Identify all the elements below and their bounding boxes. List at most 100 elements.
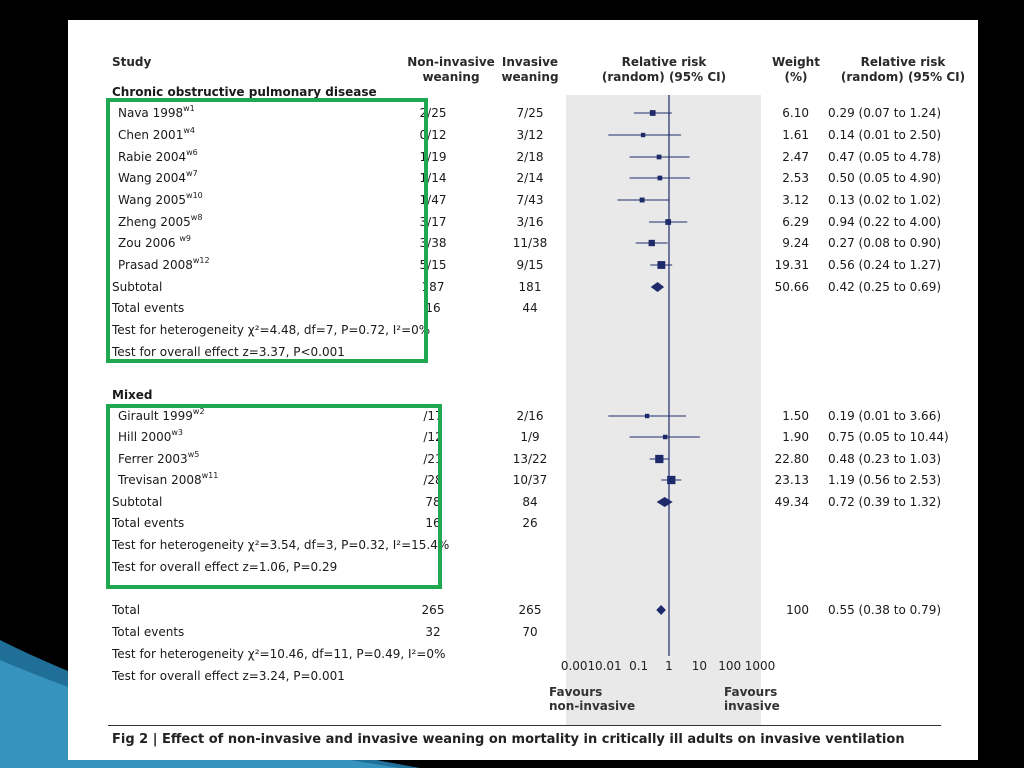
events-invasive: 44 [522, 301, 538, 315]
events-label: Total events [112, 301, 185, 315]
weight-value: 6.29 [782, 215, 809, 229]
study-name: Ferrer 2003w5 [118, 451, 199, 467]
invasive-count: 10/37 [512, 473, 548, 487]
weight-value: 3.12 [782, 193, 809, 207]
total-noninvasive: 265 [421, 603, 445, 617]
total-overall-effect-test: Test for overall effect z=3.24, P=0.001 [112, 669, 345, 683]
study-name-text: Trevisan 2008 [118, 473, 202, 487]
total-invasive: 265 [518, 603, 542, 617]
point-estimate [640, 132, 646, 138]
events-noninvasive: 16 [425, 516, 441, 530]
ci-text: 0.13 (0.02 to 1.02) [828, 193, 942, 207]
study-reference: w11 [201, 471, 219, 480]
weight-value: 1.50 [782, 409, 809, 423]
study-name-text: Wang 2004 [118, 171, 187, 185]
study-name: Hill 2000w3 [118, 428, 184, 445]
study-name: Wang 2005w10 [118, 191, 203, 208]
invasive-count: 9/15 [516, 258, 544, 272]
study-reference: w8 [190, 213, 203, 222]
favours-left-label: Favours non-invasive [549, 685, 636, 713]
study-reference: w1 [183, 104, 195, 113]
subtotal-invasive: 181 [518, 280, 542, 294]
group-title-mixed: Mixed [112, 388, 153, 402]
figure-caption: Fig 2 | Effect of non-invasive and invas… [112, 732, 905, 747]
subtotal-ci-text: 0.72 (0.39 to 1.32) [828, 495, 942, 509]
weight-value: 23.13 [774, 473, 809, 487]
highlight-box-mixed [106, 404, 442, 589]
study-name: Zou 2006 w9 [118, 234, 191, 251]
weight-value: 6.10 [782, 106, 809, 120]
study-name-text: Ferrer 2003 [118, 452, 188, 466]
x-tick-label: 1 [665, 659, 673, 673]
header-invasive: Invasive weaning [501, 55, 559, 84]
study-reference: w7 [186, 169, 198, 178]
ci-text: 0.27 (0.08 to 0.90) [828, 236, 942, 250]
noninvasive-count: /17 [423, 409, 443, 423]
subtotal-ci-text: 0.42 (0.25 to 0.69) [828, 280, 942, 294]
events-noninvasive: 16 [425, 301, 441, 315]
ci-text: 0.48 (0.23 to 1.03) [828, 452, 942, 466]
weight-value: 22.80 [774, 452, 809, 466]
weight-value: 2.53 [782, 171, 809, 185]
point-estimate [667, 475, 676, 485]
study-name: Prasad 2008w12 [118, 256, 210, 273]
invasive-count: 13/22 [512, 452, 548, 466]
pooled-diamond [656, 605, 666, 615]
ci-text: 1.19 (0.56 to 2.53) [828, 473, 942, 487]
study-reference: w12 [192, 256, 210, 265]
total-events-invasive: 70 [522, 625, 538, 639]
total-label: Total [112, 603, 141, 617]
study-reference: w3 [171, 428, 184, 437]
x-tick-label: 0.01 [595, 659, 622, 673]
total-heterogeneity-test: Test for heterogeneity χ²=10.46, df=11, … [112, 647, 446, 661]
study-name: Trevisan 2008w11 [118, 471, 219, 488]
header-rr-plot: Relative risk (random) (95% CI) [601, 55, 727, 84]
point-estimate [662, 434, 668, 440]
invasive-count: 11/38 [512, 236, 548, 250]
study-reference: w4 [183, 126, 195, 135]
x-tick-label: 10 [692, 659, 707, 673]
point-estimate [648, 239, 655, 247]
invasive-count: 2/16 [516, 409, 544, 423]
invasive-count: 2/14 [516, 171, 544, 185]
subtotal-weight: 50.66 [774, 280, 809, 294]
point-estimate [657, 175, 663, 181]
total-events-noninvasive: 32 [425, 625, 441, 639]
ci-text: 0.94 (0.22 to 4.00) [828, 215, 942, 229]
study-name: Zheng 2005w8 [118, 213, 203, 230]
study-reference: w10 [186, 191, 203, 200]
total-ci-text: 0.55 (0.38 to 0.79) [828, 603, 942, 617]
pooled-diamond [650, 282, 665, 292]
point-estimate [644, 413, 650, 419]
group-title-copd: Chronic obstructive pulmonary disease [112, 85, 377, 99]
study-name-text: Wang 2005 [118, 193, 187, 207]
x-tick-label: 1000 [745, 659, 776, 673]
favours-right-label: Favours invasive [724, 685, 780, 713]
heterogeneity-test: Test for heterogeneity χ²=3.54, df=3, P=… [112, 538, 450, 552]
header-rr-text: Relative risk (random) (95% CI) [840, 55, 966, 84]
study-name-text: Hill 2000 [118, 430, 172, 444]
highlight-box-copd [106, 98, 428, 363]
ci-text: 0.19 (0.01 to 3.66) [828, 409, 942, 423]
header-noninvasive: Non-invasive weaning [407, 55, 495, 84]
caption-rule [108, 725, 941, 726]
figure-panel: Study Non-invasive weaning Invasive weanin… [68, 20, 978, 760]
total-events-label: Total events [112, 625, 185, 639]
point-estimate [656, 154, 662, 160]
ci-text: 0.75 (0.05 to 10.44) [828, 430, 949, 444]
point-estimate [639, 197, 645, 203]
study-name-text: Nava 1998 [118, 106, 184, 120]
header-study: Study [112, 55, 152, 69]
events-label: Total events [112, 516, 185, 530]
study-name: Wang 2004w7 [118, 169, 198, 186]
heterogeneity-test: Test for heterogeneity χ²=4.48, df=7, P=… [112, 323, 431, 337]
weight-value: 1.90 [782, 430, 809, 444]
study-name-text: Prasad 2008 [118, 258, 193, 272]
study-reference: w9 [179, 234, 191, 243]
weight-value: 1.61 [782, 128, 809, 142]
invasive-count: 1/9 [520, 430, 540, 444]
study-name: Nava 1998w1 [118, 104, 195, 121]
subtotal-label: Subtotal [112, 280, 163, 294]
study-name: Chen 2001w4 [118, 126, 195, 143]
point-estimate [657, 261, 666, 269]
